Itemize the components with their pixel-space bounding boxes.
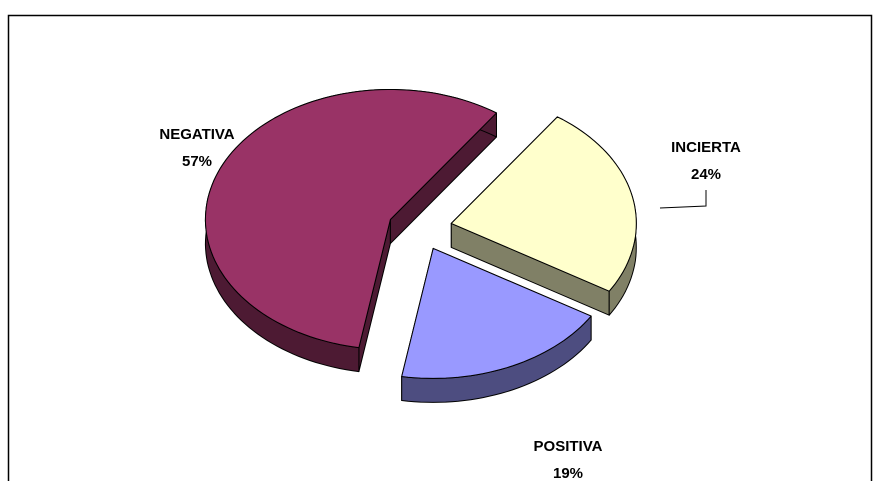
- slice-top: [204, 89, 497, 349]
- slice-top: [450, 116, 637, 292]
- slice-value-label: 24%: [691, 166, 721, 183]
- chart-frame: [7, 14, 873, 481]
- leader-line: [659, 190, 707, 209]
- slice: [204, 89, 497, 373]
- slice: [450, 116, 637, 316]
- slice-label: INCIERTA: [671, 139, 741, 156]
- slice-value-label: 57%: [182, 153, 212, 170]
- slice-label: POSITIVA: [534, 438, 603, 455]
- slice-label: NEGATIVA: [159, 126, 234, 143]
- slice: [401, 247, 592, 403]
- slice-value-label: 19%: [553, 465, 583, 481]
- slice-top: [401, 247, 592, 379]
